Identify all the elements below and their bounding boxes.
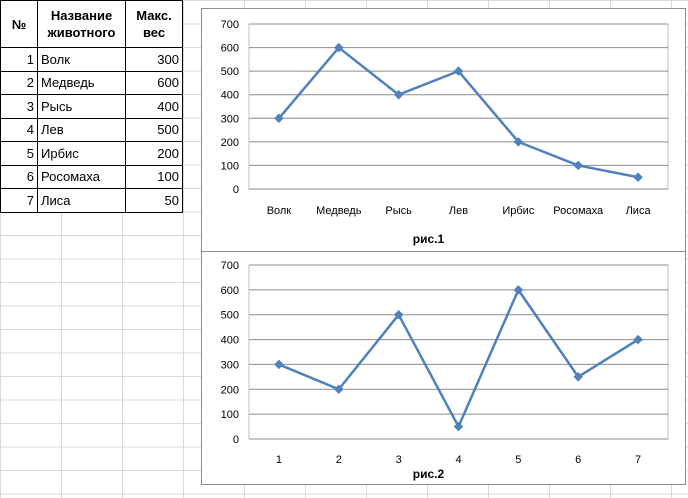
x-tick-label: Росомаха — [553, 205, 604, 217]
cell-max-weight[interactable]: 50 — [125, 188, 183, 213]
table-header-row: № Название животного Макс. вес — [0, 0, 183, 48]
cell-animal-name[interactable]: Лев — [37, 117, 126, 142]
cell-num[interactable]: 4 — [0, 117, 38, 142]
x-tick-label: 2 — [336, 454, 342, 466]
table-row: 4 Лев 500 — [0, 117, 183, 142]
cell-animal-name[interactable]: Рысь — [37, 94, 126, 119]
y-tick-label: 600 — [221, 43, 239, 55]
y-tick-label: 100 — [221, 160, 239, 172]
y-tick-label: 500 — [221, 310, 239, 322]
y-tick-label: 200 — [221, 384, 239, 396]
chart-2-svg: 0 100 200 300 400 500 600 700 1 2 3 4 5 6 7 рис.2 — [221, 260, 669, 481]
table-row: 6 Росомаха 100 — [0, 164, 183, 189]
cell-animal-name[interactable]: Волк — [37, 47, 126, 72]
y-tick-label: 400 — [221, 90, 239, 102]
data-point-marker[interactable] — [573, 160, 584, 171]
data-point-marker[interactable] — [453, 421, 464, 432]
cell-max-weight[interactable]: 600 — [125, 70, 183, 95]
table-row: 7 Лиса 50 — [0, 188, 183, 213]
y-tick-label: 600 — [221, 285, 239, 297]
chart-2[interactable]: 0 100 200 300 400 500 600 700 1 2 3 4 5 6 7 рис.2 — [201, 251, 686, 485]
table-row: 2 Медведь 600 — [0, 70, 183, 95]
data-point-marker[interactable] — [633, 172, 643, 183]
table-body: 1 Волк 300 2 Медведь 600 3 Рысь 400 4 Лев 500 5 Ирбис… — [0, 47, 183, 213]
y-tick-label: 0 — [233, 184, 239, 196]
x-tick-label: 7 — [635, 454, 641, 466]
chart-1-svg: 0 100 200 300 400 500 600 700 Волк Медведь Рысь Лев… — [221, 19, 669, 246]
data-point-marker[interactable] — [513, 137, 524, 147]
data-point-marker[interactable] — [274, 113, 284, 124]
cell-num[interactable]: 3 — [0, 94, 38, 119]
figure-caption: рис.2 — [413, 467, 445, 481]
x-tick-label: Волк — [267, 205, 292, 217]
series-line[interactable] — [278, 288, 639, 428]
y-tick-label: 0 — [233, 434, 239, 446]
data-point-marker[interactable] — [633, 334, 643, 345]
data-point-marker[interactable] — [513, 285, 524, 295]
cell-num[interactable]: 1 — [0, 47, 38, 72]
y-tick-label: 300 — [221, 359, 239, 371]
cell-animal-name[interactable]: Ирбис — [37, 141, 126, 166]
table-row: 5 Ирбис 200 — [0, 141, 183, 166]
table-row: 1 Волк 300 — [0, 47, 183, 72]
x-tick-label: Лев — [449, 205, 468, 217]
data-point-marker[interactable] — [393, 89, 404, 100]
x-tick-label: Лиса — [626, 205, 652, 217]
cell-max-weight[interactable]: 100 — [125, 164, 183, 189]
data-point-marker[interactable] — [393, 309, 404, 320]
plot-area[interactable] — [248, 23, 669, 190]
data-point-marker[interactable] — [274, 359, 284, 370]
data-point-marker[interactable] — [333, 42, 344, 53]
table-row: 3 Рысь 400 — [0, 94, 183, 119]
y-tick-label: 700 — [221, 19, 239, 31]
x-tick-label: Ирбис — [502, 205, 534, 217]
x-tick-label: 3 — [396, 454, 402, 466]
cell-num[interactable]: 6 — [0, 164, 38, 189]
x-tick-label: 6 — [575, 454, 581, 466]
cell-animal-name[interactable]: Медведь — [37, 70, 126, 95]
cell-max-weight[interactable]: 200 — [125, 141, 183, 166]
chart-1[interactable]: 0 100 200 300 400 500 600 700 Волк Медведь Рысь Лев… — [201, 8, 686, 252]
y-tick-label: 200 — [221, 137, 239, 149]
header-num[interactable]: № — [0, 0, 38, 48]
cell-num[interactable]: 2 — [0, 70, 38, 95]
figure-caption: рис.1 — [413, 232, 445, 246]
data-point-marker[interactable] — [453, 66, 464, 76]
cell-animal-name[interactable]: Росомаха — [37, 164, 126, 189]
cell-max-weight[interactable]: 500 — [125, 117, 183, 142]
y-tick-label: 300 — [221, 113, 239, 125]
cell-num[interactable]: 7 — [0, 188, 38, 213]
y-tick-label: 100 — [221, 409, 239, 421]
header-max-weight[interactable]: Макс. вес — [125, 0, 183, 48]
x-tick-label: Медведь — [316, 205, 362, 217]
data-point-marker[interactable] — [573, 372, 584, 382]
data-point-marker[interactable] — [333, 384, 344, 395]
plot-area[interactable] — [248, 264, 669, 440]
cell-animal-name[interactable]: Лиса — [37, 188, 126, 213]
y-tick-label: 500 — [221, 66, 239, 78]
cell-max-weight[interactable]: 400 — [125, 94, 183, 119]
x-tick-label: 1 — [276, 454, 282, 466]
cell-num[interactable]: 5 — [0, 141, 38, 166]
y-tick-label: 400 — [221, 335, 239, 347]
x-tick-label: Рысь — [385, 205, 412, 217]
animal-data-table: № Название животного Макс. вес 1 Волк 300 2… — [0, 0, 183, 213]
x-tick-label: 4 — [455, 454, 461, 466]
header-animal-name[interactable]: Название животного — [37, 0, 126, 48]
x-tick-label: 5 — [515, 454, 521, 466]
cell-max-weight[interactable]: 300 — [125, 47, 183, 72]
y-tick-label: 700 — [221, 260, 239, 272]
